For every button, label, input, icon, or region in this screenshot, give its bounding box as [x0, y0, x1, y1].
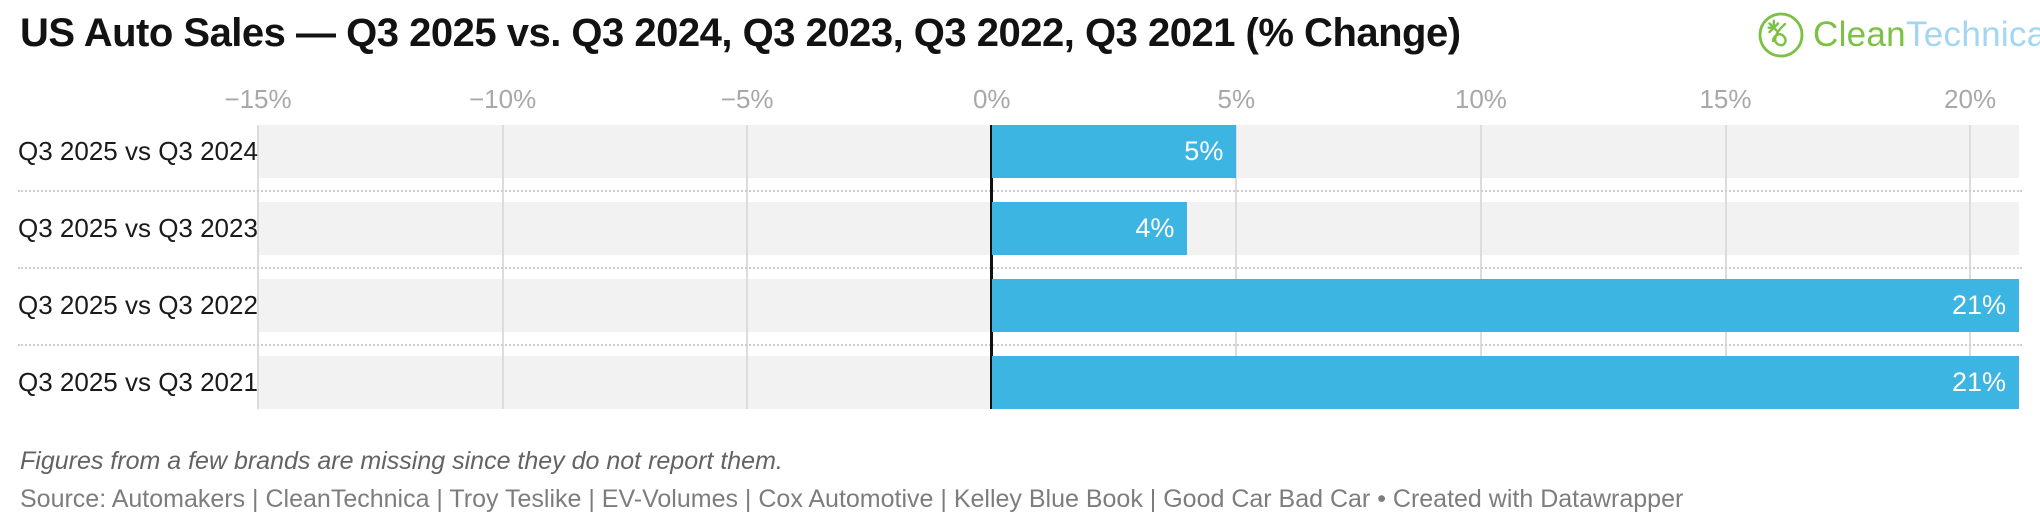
x-axis-tick-label: 20%: [1944, 84, 1997, 114]
row-label: Q3 2025 vs Q3 2023: [18, 213, 258, 243]
row-label: Q3 2025 vs Q3 2021: [18, 367, 258, 397]
chart-source: Source: Automakers | CleanTechnica | Tro…: [20, 485, 1684, 513]
x-axis-tick-label: 0%: [972, 84, 1011, 114]
cleantechnica-circle-icon: [1756, 10, 1806, 60]
x-axis-tick-label: 10%: [1454, 84, 1507, 114]
x-axis-tick-label: 5%: [1217, 84, 1256, 114]
bar: 21%: [991, 279, 2019, 332]
cleantechnica-logo: CleanTechnica: [1756, 9, 2040, 61]
bar-value-label: 5%: [1184, 136, 1224, 166]
row-separator: [18, 190, 2022, 192]
logo-text-technica: Technica: [1905, 15, 2040, 54]
row-separator: [18, 267, 2022, 269]
cleantechnica-wordmark: CleanTechnica: [1813, 15, 2040, 55]
bar: 5%: [991, 125, 1237, 178]
bar-value-label: 21%: [1951, 367, 2006, 397]
row-separator: [18, 344, 2022, 346]
chart-note: Figures from a few brands are missing si…: [20, 447, 783, 475]
zero-baseline: [990, 125, 994, 409]
x-axis-tick-label: −10%: [468, 84, 537, 114]
x-axis-tick-label: −5%: [720, 84, 774, 114]
page-title: US Auto Sales — Q3 2025 vs. Q3 2024, Q3 …: [20, 11, 1461, 55]
bar: 21%: [991, 356, 2019, 409]
bar: 4%: [991, 202, 1188, 255]
bar-value-label: 21%: [1951, 290, 2006, 320]
x-axis-tick-label: 15%: [1699, 84, 1752, 114]
x-axis-tick-label: −15%: [224, 84, 292, 114]
row-label: Q3 2025 vs Q3 2022: [18, 290, 258, 320]
bar-value-label: 4%: [1135, 213, 1175, 243]
logo-text-clean: Clean: [1813, 15, 1906, 54]
row-label: Q3 2025 vs Q3 2024: [18, 136, 258, 166]
